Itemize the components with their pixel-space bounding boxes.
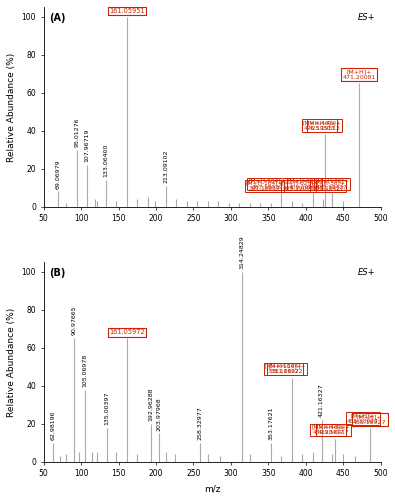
Text: [M+H-104]+
381.16922: [M+H-104]+ 381.16922 [268,364,306,374]
Text: [M+H-104]+
367.18939: [M+H-104]+ 367.18939 [248,178,286,190]
Text: 213.09102: 213.09102 [163,150,168,183]
Text: 69.06979: 69.06979 [55,159,60,188]
X-axis label: m/z: m/z [204,484,220,493]
Text: ES+: ES+ [358,13,376,22]
Text: ES+: ES+ [358,268,376,278]
Text: [M+H-46]+
425.19513: [M+H-46]+ 425.19513 [303,120,336,130]
Text: 353.17621: 353.17621 [268,406,273,440]
Text: 105.06978: 105.06978 [83,354,87,387]
Text: [M+H]+
471.20081: [M+H]+ 471.20081 [342,70,376,80]
Text: [M+H-46]+
439.18417: [M+H-46]+ 439.18417 [311,424,345,436]
Text: 203.97968: 203.97968 [156,397,162,430]
Text: 135.00397: 135.00397 [105,392,110,425]
Text: 95.01276: 95.01276 [75,118,80,147]
Text: 314.24829: 314.24829 [239,235,244,269]
Text: 421.16327: 421.16327 [319,384,324,417]
Text: [M+H-36]+
435.18427: [M+H-36]+ 435.18427 [315,178,349,190]
Text: [M+H]+
485.18927: [M+H]+ 485.18927 [347,413,379,424]
Text: 90.97665: 90.97665 [72,306,77,336]
Text: 107.96719: 107.96719 [85,128,90,162]
Y-axis label: Relative Abundance (%): Relative Abundance (%) [7,52,16,162]
Text: [M+H-62]+
409.19098: [M+H-62]+ 409.19098 [281,180,315,192]
Text: [M+H-104]+
381.16922: [M+H-104]+ 381.16922 [265,364,302,374]
Text: [M+H-36]+
435.18427: [M+H-36]+ 435.18427 [311,180,345,192]
Text: 62.98196: 62.98196 [51,410,56,440]
Text: [M+H-46]+
425.19513: [M+H-46]+ 425.19513 [308,120,342,130]
Text: (B): (B) [49,268,65,278]
Text: [M+H-46]+
439.18417: [M+H-46]+ 439.18417 [317,424,350,436]
Text: [M+H]+
485.18927: [M+H]+ 485.18927 [353,414,386,425]
Text: 161.05972: 161.05972 [109,330,145,336]
Text: [M+H-62]+
409.19098: [M+H-62]+ 409.19098 [288,178,321,190]
Text: 133.06400: 133.06400 [103,144,108,177]
Text: (A): (A) [49,13,65,23]
Text: [M+H-104]+
367.18939: [M+H-104]+ 367.18939 [246,180,284,192]
Text: 161.05951: 161.05951 [109,8,145,14]
Text: 192.96288: 192.96288 [148,388,153,421]
Y-axis label: Relative Abundance (%): Relative Abundance (%) [7,308,16,416]
Text: 258.32977: 258.32977 [197,406,202,440]
